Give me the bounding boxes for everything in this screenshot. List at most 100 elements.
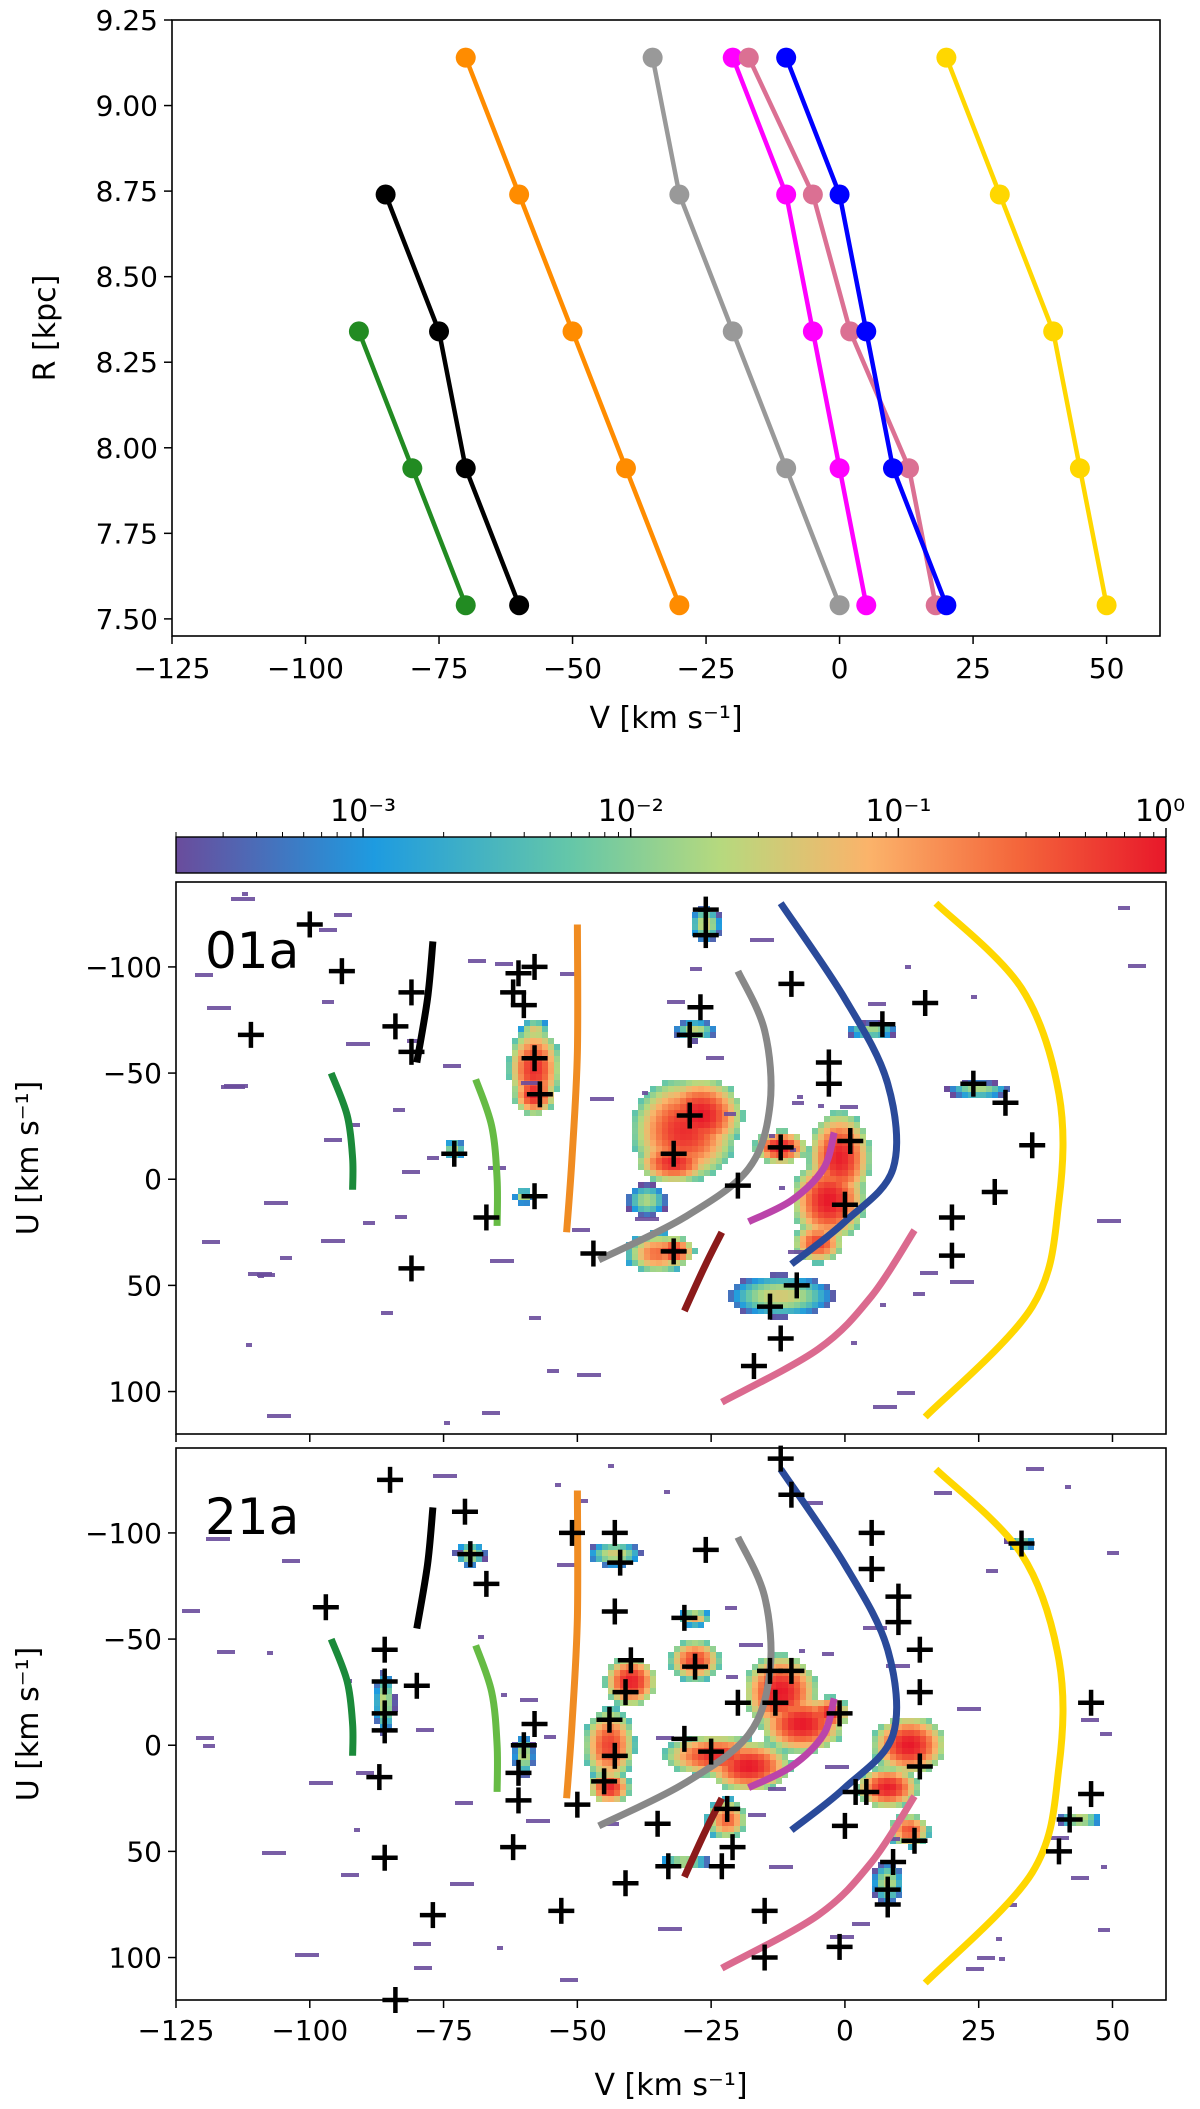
density-cell [764, 1308, 770, 1314]
density-cell [632, 1194, 638, 1200]
density-cell [1076, 1814, 1082, 1820]
density-cell [800, 1170, 806, 1176]
density-cell [710, 1092, 716, 1098]
density-speck [977, 1956, 995, 1960]
peak-cross [441, 1140, 468, 1167]
density-cell [704, 1754, 710, 1760]
density-cell [722, 1128, 728, 1134]
density-cell [1064, 1814, 1070, 1820]
density-cell [1082, 1820, 1088, 1826]
density-cell [734, 1098, 740, 1104]
peak-cross [601, 1598, 628, 1625]
density-cell [554, 1080, 560, 1086]
density-cell [848, 1158, 854, 1164]
density-cell [770, 1314, 776, 1320]
density-cell [608, 1694, 614, 1700]
density-cell [524, 1110, 530, 1116]
density-cell [668, 1140, 674, 1146]
density-cell [860, 1188, 866, 1194]
data-point [1043, 321, 1064, 342]
peak-cross [1045, 1838, 1072, 1865]
density-cell [824, 1212, 830, 1218]
density-cell [536, 1044, 542, 1050]
data-point [402, 458, 423, 479]
density-cell [770, 1760, 776, 1766]
density-cell [758, 1718, 764, 1724]
density-cell [518, 1194, 524, 1200]
density-cell [650, 1248, 656, 1254]
density-cell [644, 1122, 650, 1128]
density-cell [668, 1254, 674, 1260]
density-cell [884, 1754, 890, 1760]
density-speck [572, 1228, 590, 1232]
density-cell [512, 1098, 518, 1104]
density-cell [656, 1098, 662, 1104]
density-cell [818, 1134, 824, 1140]
density-cell [896, 1790, 902, 1796]
density-cell [590, 1742, 596, 1748]
density-cell [548, 1056, 554, 1062]
density-cell [512, 1068, 518, 1074]
peak-cross [660, 1140, 687, 1167]
density-layer [182, 1464, 1119, 1982]
density-cell [908, 1718, 914, 1724]
density-cell [776, 1736, 782, 1742]
density-cell [536, 1026, 542, 1032]
density-cell [902, 1724, 908, 1730]
density-cell [530, 1026, 536, 1032]
peak-cross [559, 1519, 585, 1546]
density-cell [668, 1104, 674, 1110]
density-cell [710, 1164, 716, 1170]
peak-cross [831, 1812, 858, 1839]
density-cell [758, 1724, 764, 1730]
peak-cross [751, 1897, 778, 1924]
density-cell [758, 1748, 764, 1754]
density-cell [836, 1110, 842, 1116]
density-cell [902, 1820, 908, 1826]
density-cell [746, 1742, 752, 1748]
density-cell [662, 1748, 668, 1754]
peak-cross [1019, 1132, 1046, 1159]
density-cell [920, 1832, 926, 1838]
density-cell [824, 1182, 830, 1188]
data-point [375, 184, 396, 205]
density-cell [812, 1700, 818, 1706]
density-cell [662, 1146, 668, 1152]
density-cell [698, 1104, 704, 1110]
density-cell [806, 1278, 812, 1284]
density-cell [794, 1658, 800, 1664]
density-cell [650, 1116, 656, 1122]
density-cell [824, 1194, 830, 1200]
density-cell [974, 1092, 980, 1098]
density-cell [884, 1736, 890, 1742]
density-cell [632, 1664, 638, 1670]
density-cell [596, 1766, 602, 1772]
density-cell [800, 1742, 806, 1748]
density-cell [518, 1104, 524, 1110]
peak-cross [521, 953, 548, 980]
density-cell [656, 1188, 662, 1194]
density-cell [692, 918, 698, 924]
density-cell [770, 1730, 776, 1736]
density-cell [770, 1718, 776, 1724]
x-tick-label: 0 [831, 652, 849, 685]
density-cell [620, 1700, 626, 1706]
density-speck [414, 1966, 432, 1970]
density-cell [542, 1020, 548, 1026]
density-cell [584, 1754, 590, 1760]
density-cell [818, 1128, 824, 1134]
density-cell [734, 1290, 740, 1296]
peak-cross [371, 1717, 398, 1744]
density-cell [536, 1110, 542, 1116]
density-cell [782, 1158, 788, 1164]
density-cell [734, 1134, 740, 1140]
peak-cross [398, 1255, 425, 1282]
density-cell [722, 1748, 728, 1754]
density-speck [450, 1882, 474, 1886]
peak-cross [676, 1102, 703, 1129]
density-cell [1070, 1814, 1076, 1820]
density-cell [530, 1754, 536, 1760]
density-speck [309, 1781, 333, 1785]
density-cell [386, 1676, 392, 1682]
x-tick-label: −25 [682, 2014, 741, 2047]
